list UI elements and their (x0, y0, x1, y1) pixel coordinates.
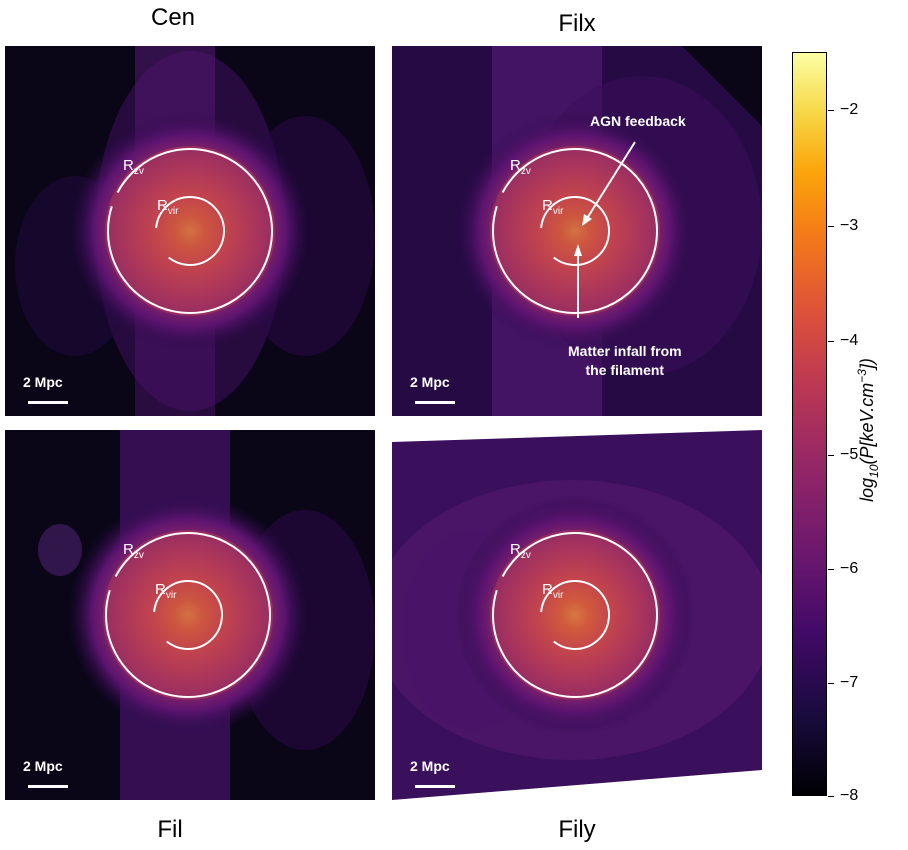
matter-infall-annotation: Matter infall from the filament (568, 343, 682, 378)
scalebar (415, 785, 455, 788)
panel-title-cen: Cen (150, 4, 196, 31)
colorbar-tick-label: −3 (840, 217, 859, 234)
colorbar-tick (828, 110, 834, 111)
colorbar (792, 52, 827, 796)
colorbar-tick-label: −2 (840, 101, 859, 118)
colorbar-tick (828, 683, 834, 684)
colorbar-tick-label: −6 (840, 560, 859, 577)
scalebar-label: 2 Mpc (23, 758, 63, 774)
colorbar-tick (828, 341, 834, 342)
rvir-label: Rvir (157, 197, 179, 217)
rzv-label: Rzv (510, 541, 531, 561)
panel-fily: Rzv Rvir 2 Mpc (392, 430, 762, 800)
pressure-map-fily (392, 430, 762, 800)
colorbar-tick (828, 226, 834, 227)
rzv-label: Rzv (123, 157, 144, 177)
colorbar-tick-label: −5 (840, 446, 859, 463)
rvir-label: Rvir (542, 197, 564, 217)
rvir-label: Rvir (155, 581, 177, 601)
colorbar-tick (828, 569, 834, 570)
pressure-map-fil (5, 430, 375, 800)
panel-filx: Rzv Rvir AGN feedback Matter infall from… (392, 46, 762, 416)
colorbar-tick-label: −4 (840, 332, 859, 349)
colorbar-tick (828, 796, 834, 797)
panel-cen: Rzv Rvir 2 Mpc (5, 46, 375, 416)
scalebar-label: 2 Mpc (410, 758, 450, 774)
colorbar-tick-label: −8 (840, 787, 859, 804)
pressure-map-filx (392, 46, 762, 416)
scalebar (28, 785, 68, 788)
colorbar-tick-label: −7 (840, 674, 859, 691)
scalebar (28, 401, 68, 404)
colorbar-tick (828, 455, 834, 456)
scalebar-label: 2 Mpc (410, 374, 450, 390)
rvir-label: Rvir (542, 581, 564, 601)
agn-feedback-annotation: AGN feedback (590, 113, 686, 129)
panel-title-fil: Fil (157, 816, 183, 843)
pressure-map-cen (5, 46, 375, 416)
panel-fil: Rzv Rvir 2 Mpc (5, 430, 375, 800)
panel-title-fily: Fily (558, 816, 596, 843)
scalebar-label: 2 Mpc (23, 374, 63, 390)
panel-title-filx: Filx (558, 10, 596, 37)
colorbar-label: log10(P[keV.cm−3]) (855, 358, 881, 502)
scalebar (415, 401, 455, 404)
rzv-label: Rzv (510, 157, 531, 177)
rzv-label: Rzv (123, 541, 144, 561)
